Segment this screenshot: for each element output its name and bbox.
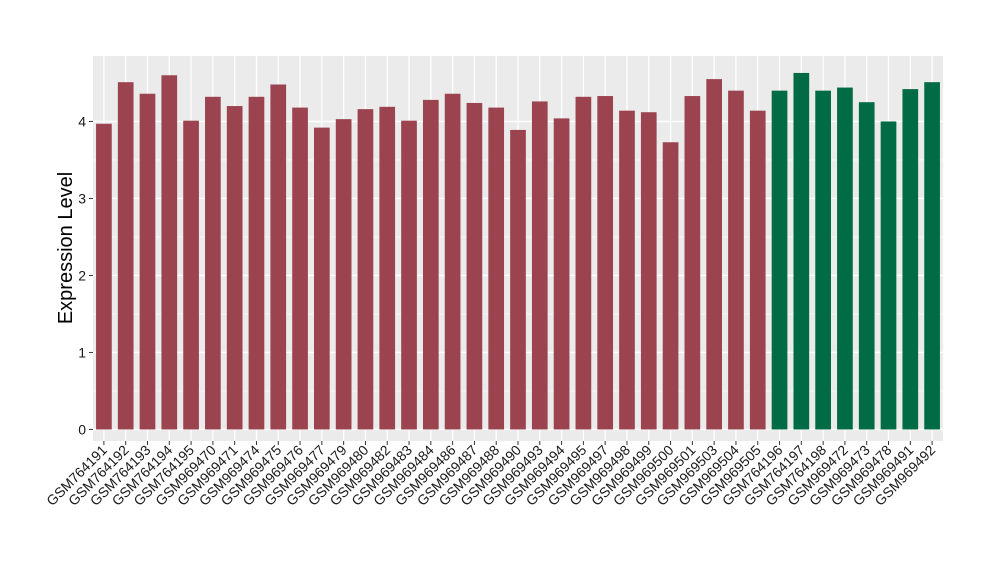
bar-GSM764192 [117, 82, 134, 430]
bar-GSM969484 [422, 99, 439, 430]
bar-GSM969490 [510, 129, 526, 430]
bar-GSM764197 [793, 72, 810, 430]
bar-GSM969494 [553, 118, 570, 430]
y-tick-label: 0 [78, 421, 86, 437]
bar-GSM969503 [706, 79, 722, 430]
bar-GSM969488 [488, 107, 505, 430]
bar-GSM969478 [880, 121, 897, 430]
bar-GSM764198 [815, 90, 831, 430]
y-axis: 0 1 2 3 4 [78, 113, 93, 437]
bar-GSM969499 [640, 112, 657, 430]
bar-GSM969479 [335, 119, 352, 430]
bar-GSM764194 [161, 75, 178, 430]
bar-GSM969483 [401, 120, 417, 430]
bar-GSM764193 [139, 93, 156, 430]
bar-GSM764195 [183, 120, 199, 430]
bar-GSM969470 [205, 96, 221, 430]
bar-GSM969474 [248, 96, 265, 430]
bar-GSM969492 [924, 82, 940, 430]
bar-GSM969472 [837, 87, 853, 430]
y-tick-label: 1 [78, 344, 86, 360]
bar-GSM969480 [357, 109, 374, 430]
bar-GSM969491 [902, 89, 919, 430]
bar-GSM969475 [270, 84, 287, 430]
y-tick-label: 2 [78, 267, 86, 283]
bar-GSM764196 [771, 90, 788, 430]
bar-GSM969505 [749, 110, 766, 430]
bar-GSM969497 [597, 96, 614, 430]
bar-GSM969495 [575, 96, 592, 430]
bar-GSM969493 [531, 101, 548, 430]
bar-GSM969471 [226, 106, 243, 430]
y-tick-label: 4 [78, 113, 86, 129]
bar-GSM969501 [684, 96, 701, 430]
y-axis-title: Expression Level [55, 172, 77, 324]
x-axis: GSM764191GSM764192GSM764193GSM764194GSM7… [43, 441, 938, 509]
bar-GSM969487 [466, 102, 483, 430]
bar-GSM969498 [619, 110, 635, 430]
bars [96, 72, 940, 430]
bar-GSM969477 [314, 127, 330, 430]
bar-GSM969476 [292, 107, 308, 430]
bar-GSM969504 [728, 90, 744, 430]
bar-GSM969482 [379, 106, 396, 430]
bar-GSM969500 [662, 142, 679, 430]
bar-GSM764191 [96, 123, 112, 430]
y-tick-label: 3 [78, 190, 86, 206]
bar-GSM969473 [858, 102, 875, 430]
bar-GSM969486 [444, 93, 461, 430]
